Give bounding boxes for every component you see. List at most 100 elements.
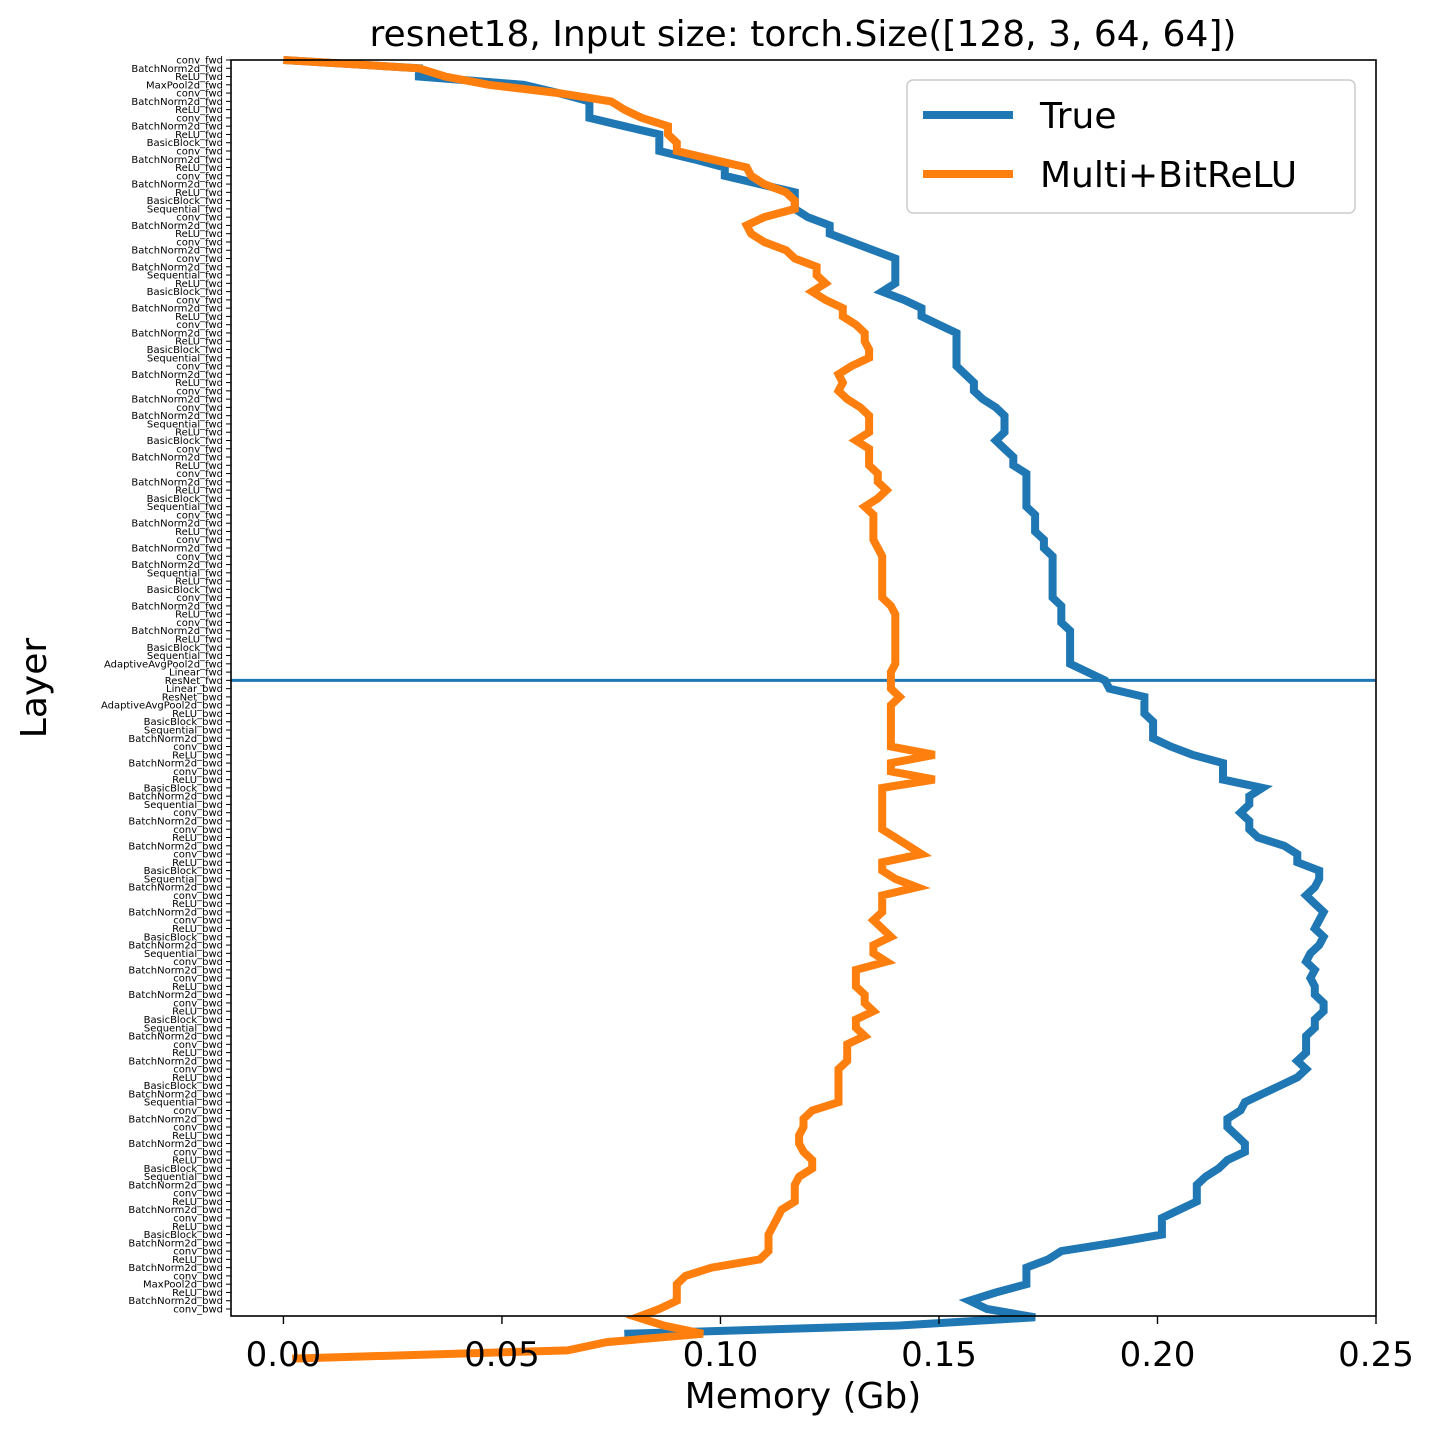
y-tick-label: ResNet_bwd bbox=[162, 692, 223, 703]
y-tick-label: ResNet_fwd bbox=[165, 676, 223, 687]
y-tick-label: ReLU_bwd bbox=[172, 1255, 223, 1266]
y-axis-label: Layer bbox=[14, 638, 55, 739]
y-tick-label: ReLU_bwd bbox=[172, 982, 223, 993]
y-tick-label: BatchNorm2d_bwd bbox=[128, 883, 223, 894]
y-tick-label: BasicBlock_fwd bbox=[147, 287, 223, 298]
y-tick-label: ReLU_fwd bbox=[175, 72, 223, 83]
y-tick-label: BatchNorm2d_bwd bbox=[128, 841, 223, 852]
y-tick-label: BatchNorm2d_fwd bbox=[131, 560, 223, 571]
y-tick-label: Sequential_fwd bbox=[147, 204, 223, 215]
y-tick-label: ReLU_bwd bbox=[172, 750, 223, 761]
y-tick-label: conv_bwd bbox=[173, 742, 223, 753]
y-tick-label: conv_fwd bbox=[176, 593, 223, 604]
y-tick-label: MaxPool2d_fwd bbox=[146, 80, 223, 91]
y-tick-label: BatchNorm2d_fwd bbox=[131, 97, 223, 108]
y-tick-label: BatchNorm2d_bwd bbox=[128, 759, 223, 770]
y-tick-label: ReLU_fwd bbox=[175, 337, 223, 348]
y-tick-label: ReLU_bwd bbox=[172, 1222, 223, 1233]
y-tick-label: conv_bwd bbox=[173, 1065, 223, 1076]
y-tick-label: conv_fwd bbox=[176, 510, 223, 521]
x-tick-label: 0.00 bbox=[246, 1335, 322, 1375]
y-tick-label: BasicBlock_bwd bbox=[144, 783, 223, 794]
y-tick-label: ReLU_bwd bbox=[172, 1007, 223, 1018]
y-tick-label: Sequential_fwd bbox=[147, 419, 223, 430]
y-tick-label: conv_fwd bbox=[176, 469, 223, 480]
y-tick-label: conv_bwd bbox=[173, 916, 223, 927]
y-tick-label: BasicBlock_fwd bbox=[147, 138, 223, 149]
x-tick-label: 0.20 bbox=[1120, 1335, 1196, 1375]
y-tick-label: BatchNorm2d_bwd bbox=[128, 1089, 223, 1100]
series-line-multi-bitrelu bbox=[283, 56, 936, 1363]
y-tick-label: ReLU_bwd bbox=[172, 899, 223, 910]
y-tick-label: BatchNorm2d_fwd bbox=[131, 262, 223, 273]
y-tick-label: conv_fwd bbox=[176, 535, 223, 546]
y-tick-label: BatchNorm2d_bwd bbox=[128, 792, 223, 803]
y-tick-label: ReLU_fwd bbox=[175, 635, 223, 646]
y-tick-label: conv_fwd bbox=[176, 552, 223, 563]
y-tick-label: BatchNorm2d_fwd bbox=[131, 180, 223, 191]
y-tick-label: BatchNorm2d_bwd bbox=[128, 941, 223, 952]
y-tick-label: conv_bwd bbox=[173, 1123, 223, 1134]
y-tick-label: ReLU_bwd bbox=[172, 1197, 223, 1208]
y-tick-label: BatchNorm2d_fwd bbox=[131, 453, 223, 464]
y-tick-label: conv_fwd bbox=[176, 56, 223, 67]
legend-box bbox=[906, 79, 1356, 214]
y-tick-label: ReLU_bwd bbox=[172, 1131, 223, 1142]
y-tick-label: BatchNorm2d_bwd bbox=[128, 1139, 223, 1150]
y-tick-label: ReLU_fwd bbox=[175, 378, 223, 389]
y-tick-label: Sequential_bwd bbox=[144, 949, 223, 960]
y-tick-label: ReLU_bwd bbox=[172, 858, 223, 869]
y-tick-label: conv_bwd bbox=[173, 808, 223, 819]
y-tick-label: conv_fwd bbox=[176, 362, 223, 373]
y-tick-label: conv_fwd bbox=[176, 146, 223, 157]
y-tick-label: ReLU_fwd bbox=[175, 461, 223, 472]
y-tick-label: Sequential_bwd bbox=[144, 800, 223, 811]
y-tick-label: conv_fwd bbox=[176, 295, 223, 306]
y-tick-label: ReLU_bwd bbox=[172, 924, 223, 935]
y-tick-label: BasicBlock_fwd bbox=[147, 345, 223, 356]
y-tick-label: ReLU_fwd bbox=[175, 229, 223, 240]
series-line-true bbox=[283, 56, 1329, 1338]
y-tick-label: conv_bwd bbox=[173, 1271, 223, 1282]
y-tick-label: ReLU_fwd bbox=[175, 527, 223, 538]
y-tick-label: conv_fwd bbox=[176, 237, 223, 248]
y-tick-label: conv_fwd bbox=[176, 403, 223, 414]
y-tick-label: BatchNorm2d_bwd bbox=[128, 1238, 223, 1249]
x-tick-label: 0.15 bbox=[901, 1335, 977, 1375]
y-tick-label: BatchNorm2d_fwd bbox=[131, 395, 223, 406]
y-tick-label: BatchNorm2d_fwd bbox=[131, 519, 223, 530]
y-tick-label: conv_bwd bbox=[173, 1305, 223, 1316]
y-tick-label: conv_bwd bbox=[173, 850, 223, 861]
y-tick-label: ReLU_bwd bbox=[172, 1156, 223, 1167]
y-tick-label: BatchNorm2d_bwd bbox=[128, 1180, 223, 1191]
y-tick-label: BasicBlock_bwd bbox=[144, 1015, 223, 1026]
y-tick-label: conv_fwd bbox=[176, 320, 223, 331]
y-tick-label: ReLU_fwd bbox=[175, 486, 223, 497]
y-tick-label: ReLU_bwd bbox=[172, 1073, 223, 1084]
x-tick-label: 0.25 bbox=[1338, 1335, 1414, 1375]
legend-label-multi: Multi+BitReLU bbox=[1040, 155, 1297, 196]
y-tick-label: ReLU_fwd bbox=[175, 188, 223, 199]
y-tick-label: ReLU_fwd bbox=[175, 312, 223, 323]
y-tick-label: Sequential_fwd bbox=[147, 502, 223, 513]
y-tick-label: BatchNorm2d_fwd bbox=[131, 122, 223, 133]
y-tick-label: ReLU_bwd bbox=[172, 833, 223, 844]
y-tick-label: conv_bwd bbox=[173, 1247, 223, 1258]
y-tick-label: conv_bwd bbox=[173, 825, 223, 836]
y-tick-label: Sequential_fwd bbox=[147, 353, 223, 364]
y-tick-label: conv_fwd bbox=[176, 386, 223, 397]
y-tick-label: conv_fwd bbox=[176, 254, 223, 265]
y-tick-label: conv_bwd bbox=[173, 767, 223, 778]
y-tick-label: Sequential_fwd bbox=[147, 651, 223, 662]
y-tick-label: conv_bwd bbox=[173, 1189, 223, 1200]
y-tick-label: ReLU_bwd bbox=[172, 709, 223, 720]
y-tick-label: BatchNorm2d_bwd bbox=[128, 1205, 223, 1216]
x-axis-label: Memory (Gb) bbox=[685, 1376, 922, 1417]
y-tick-label: conv_bwd bbox=[173, 957, 223, 968]
y-tick-label: BatchNorm2d_fwd bbox=[131, 411, 223, 422]
y-tick-label: BatchNorm2d_bwd bbox=[128, 990, 223, 1001]
x-tick-label: 0.05 bbox=[464, 1335, 540, 1375]
y-tick-label: BatchNorm2d_fwd bbox=[131, 246, 223, 257]
legend-label-true: True bbox=[1039, 96, 1116, 137]
